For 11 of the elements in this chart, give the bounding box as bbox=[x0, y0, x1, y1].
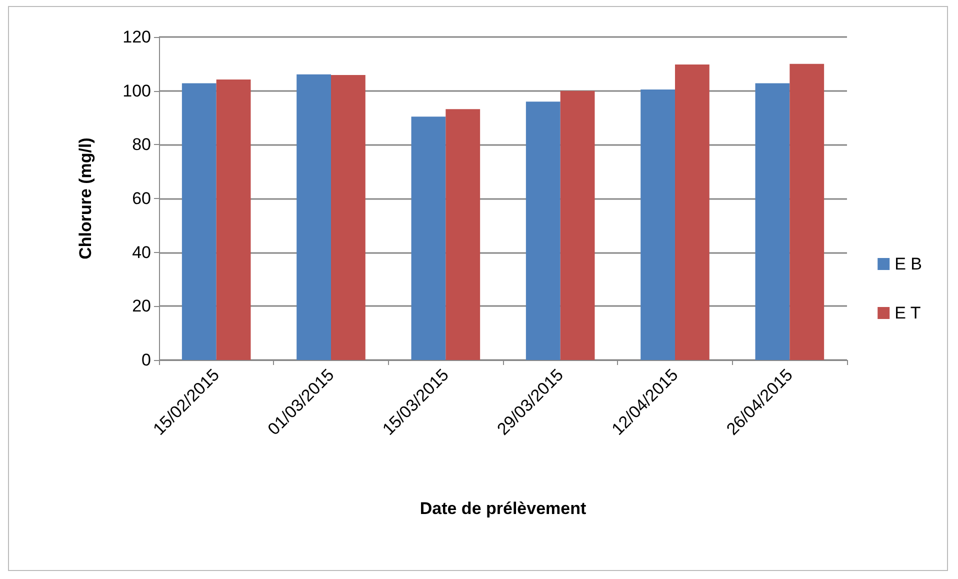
y-tick-label: 0 bbox=[142, 350, 151, 370]
y-tick-label: 80 bbox=[132, 135, 151, 154]
y-axis-title: Chlorure (mg/l) bbox=[76, 138, 95, 260]
y-tick-label: 100 bbox=[122, 81, 151, 100]
legend-label: E B bbox=[894, 254, 922, 274]
y-tick-label: 40 bbox=[132, 242, 151, 262]
y-tick-label: 120 bbox=[122, 28, 151, 46]
legend-label: E T bbox=[894, 304, 921, 322]
y-tick-label: 60 bbox=[132, 189, 151, 208]
x-axis-title: Date de prélèvement bbox=[420, 499, 586, 518]
y-tick-label: 20 bbox=[132, 296, 151, 316]
